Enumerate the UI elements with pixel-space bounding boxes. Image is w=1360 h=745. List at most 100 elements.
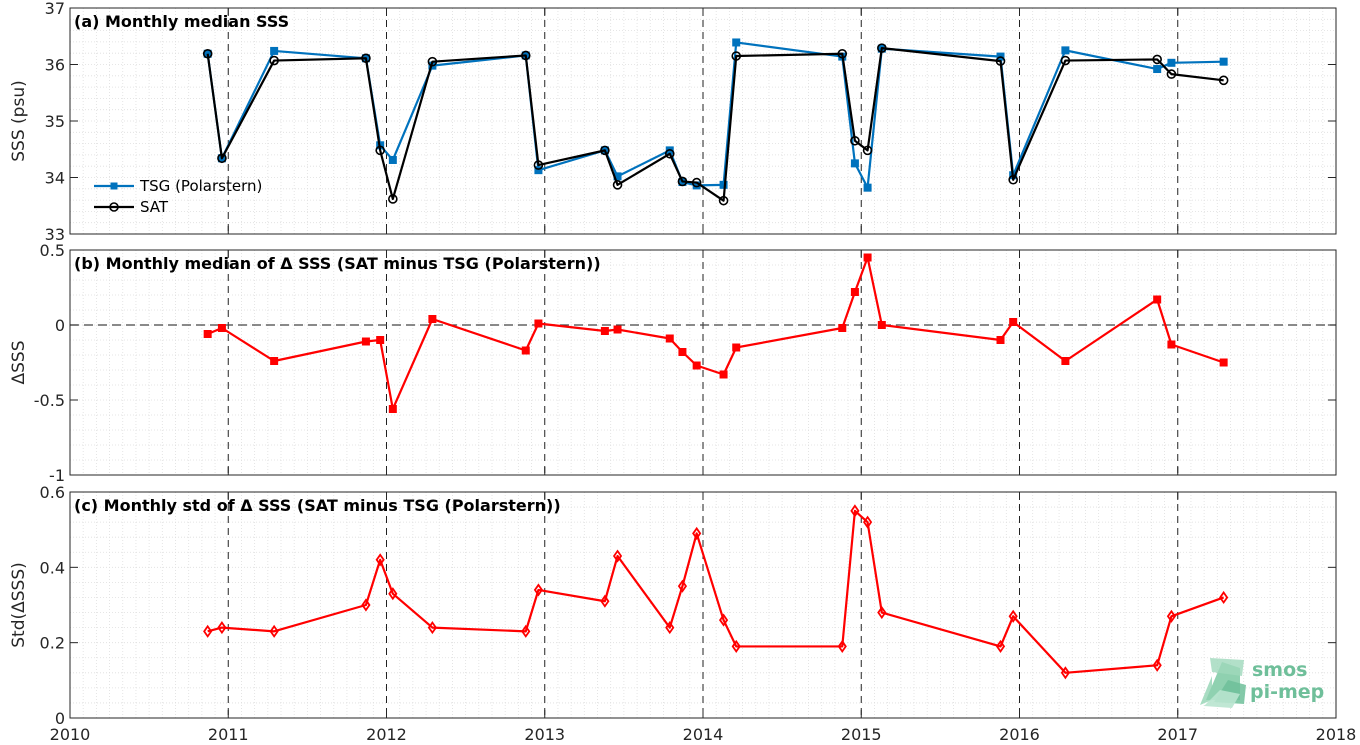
data-point xyxy=(850,159,859,168)
series-1 xyxy=(202,43,1229,206)
data-point xyxy=(202,48,213,59)
panel-title: (c) Monthly std of Δ SSS (SAT minus TSG … xyxy=(74,496,561,515)
y-tick-label: 0 xyxy=(55,709,65,728)
data-point xyxy=(995,639,1006,654)
x-tick-label: 2017 xyxy=(1157,725,1198,744)
data-point xyxy=(677,579,688,593)
legend: TSG (Polarstern) SAT xyxy=(94,177,262,216)
data-point xyxy=(521,346,530,355)
x-tick-label: 2012 xyxy=(366,725,407,744)
legend-entry: TSG (Polarstern) xyxy=(139,177,262,195)
x-tick-label: 2016 xyxy=(999,725,1040,744)
data-point xyxy=(600,327,609,335)
data-point xyxy=(877,43,887,53)
data-point xyxy=(863,183,872,192)
data-point xyxy=(217,324,226,332)
data-point xyxy=(1009,318,1018,326)
data-point xyxy=(718,195,729,206)
data-point xyxy=(731,51,742,61)
logo-line1: smos xyxy=(1252,659,1307,681)
data-point xyxy=(664,148,675,159)
data-point xyxy=(612,180,623,190)
legend-marker-square xyxy=(110,182,118,190)
y-tick-label: 35 xyxy=(45,112,65,131)
data-point xyxy=(665,621,675,635)
data-point xyxy=(1219,57,1228,66)
data-point xyxy=(1060,55,1071,66)
panel-a-monthly-median-sss: 33 34 35 36 37 SSS (psu) (a) Monthly median SS… xyxy=(9,0,1337,244)
data-point xyxy=(1166,609,1177,623)
data-point xyxy=(732,343,741,352)
y-tick-label: 0.6 xyxy=(40,483,65,502)
data-point xyxy=(1219,358,1228,367)
data-point xyxy=(388,194,398,204)
data-point xyxy=(1219,590,1229,605)
data-point xyxy=(427,56,438,67)
data-point xyxy=(600,594,610,608)
data-point xyxy=(862,145,873,156)
y-tick-label: 0.2 xyxy=(40,634,65,653)
x-tick-label: 2011 xyxy=(208,725,249,744)
y-tick-label: 36 xyxy=(45,56,65,75)
data-point xyxy=(850,504,860,518)
data-point xyxy=(1167,340,1176,349)
data-point xyxy=(1008,609,1018,623)
data-point xyxy=(837,639,847,654)
smos-pi-mep-logo: smos pi-mep xyxy=(1200,658,1324,708)
data-point xyxy=(677,176,688,187)
data-point xyxy=(1061,357,1070,365)
data-point xyxy=(837,48,848,59)
data-point xyxy=(270,357,279,365)
data-point xyxy=(600,145,610,156)
data-point xyxy=(996,336,1005,344)
data-point xyxy=(270,46,279,55)
data-point xyxy=(1153,295,1162,304)
legend-entry: SAT xyxy=(140,198,169,216)
data-point xyxy=(718,613,729,627)
y-axis-label: ΔSSS xyxy=(9,340,29,384)
y-tick-label: 37 xyxy=(45,0,65,18)
x-tick-label: 2010 xyxy=(50,725,91,744)
data-point xyxy=(375,145,385,156)
panel-title: (b) Monthly median of Δ SSS (SAT minus T… xyxy=(74,254,601,273)
data-point xyxy=(863,253,872,262)
data-point xyxy=(533,160,544,170)
data-point xyxy=(692,361,701,370)
data-point xyxy=(203,624,213,638)
data-point xyxy=(534,319,543,328)
series-0 xyxy=(203,253,1228,413)
x-tick-label: 2013 xyxy=(524,725,565,744)
x-tick-label: 2014 xyxy=(683,725,724,744)
data-point xyxy=(719,370,728,379)
data-point xyxy=(1008,174,1018,185)
data-point xyxy=(427,621,437,635)
y-tick-label: 0.5 xyxy=(40,241,65,260)
series-line xyxy=(207,509,1225,674)
data-point xyxy=(361,598,371,612)
data-point xyxy=(850,288,859,296)
data-point xyxy=(428,315,437,323)
series-line xyxy=(206,47,1224,202)
data-point xyxy=(1152,658,1162,672)
data-point xyxy=(678,348,687,356)
data-point xyxy=(613,325,622,334)
y-tick-label: -1 xyxy=(49,466,65,485)
legend-marker-circle xyxy=(109,202,119,212)
data-point xyxy=(361,53,371,64)
data-point xyxy=(361,337,370,346)
panel-title: (a) Monthly median SSS xyxy=(74,12,289,31)
data-point xyxy=(376,336,385,344)
y-axis-label: Std(ΔSSS) xyxy=(9,562,29,648)
data-point xyxy=(1061,46,1070,55)
data-point xyxy=(692,526,702,541)
data-point xyxy=(731,639,741,654)
data-point xyxy=(1153,65,1162,74)
logo-mark-icon xyxy=(1200,658,1246,708)
x-tick-label: 2018 xyxy=(1316,725,1357,744)
data-point xyxy=(838,324,847,332)
data-point xyxy=(521,624,531,638)
data-point xyxy=(862,515,873,529)
data-point xyxy=(691,177,702,188)
x-tick-label: 2015 xyxy=(841,725,882,744)
